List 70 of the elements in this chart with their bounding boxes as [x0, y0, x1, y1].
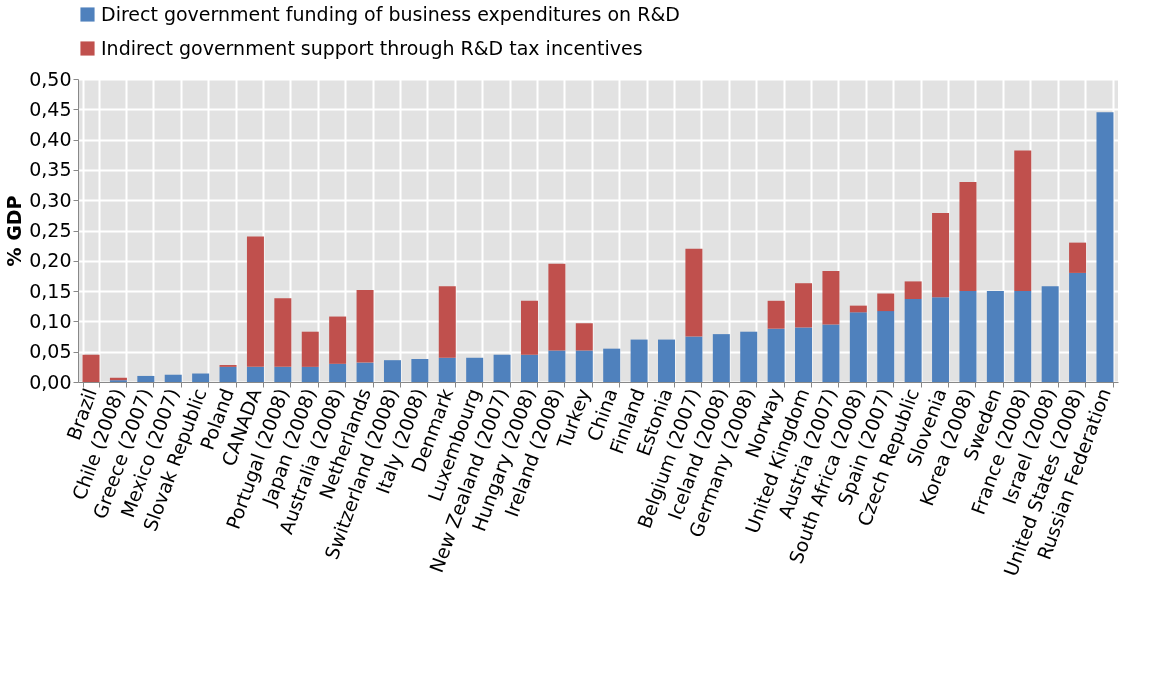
bar: [329, 363, 347, 382]
y-tick-label: 0,20: [29, 249, 72, 272]
y-tick-label: 0,30: [29, 188, 72, 211]
y-tick-label: 0,15: [29, 279, 72, 302]
bar: [246, 236, 264, 367]
bar: [904, 298, 922, 382]
bar: [877, 293, 895, 312]
bar: [438, 286, 456, 358]
bar: [849, 312, 867, 382]
bar: [1041, 286, 1059, 382]
bar: [301, 366, 319, 382]
bar: [1069, 272, 1087, 382]
bar: [959, 291, 977, 382]
bar: [411, 358, 429, 382]
bar: [1014, 150, 1032, 292]
bar: [548, 263, 566, 351]
bar: [164, 374, 182, 382]
bar: [192, 373, 210, 382]
bar: [904, 281, 922, 299]
legend-label: Indirect government support through R&D tax incentives: [101, 36, 643, 59]
bar: [932, 212, 950, 298]
bar: [383, 360, 401, 382]
bar: [575, 350, 593, 382]
bar: [795, 283, 813, 328]
legend-label: Direct government funding of business expenditures on R&D: [101, 2, 680, 25]
bar: [767, 328, 785, 382]
bar: [658, 339, 676, 382]
bar: [137, 375, 155, 382]
bar: [1069, 242, 1087, 273]
bar: [438, 357, 456, 382]
bar: [356, 289, 374, 363]
y-tick-label: 0,45: [29, 97, 72, 120]
bar: [274, 298, 292, 367]
bar: [822, 271, 840, 325]
bar: [575, 323, 593, 351]
bar: [1096, 112, 1114, 382]
bar: [329, 316, 347, 364]
bar: [959, 182, 977, 292]
bar: [274, 366, 292, 382]
bar: [356, 362, 374, 382]
bar: [301, 331, 319, 367]
bar: [849, 305, 867, 313]
bar: [712, 334, 730, 382]
bar: [795, 327, 813, 382]
bar: [740, 331, 758, 382]
y-axis-title: % GDP: [3, 195, 26, 267]
bar: [82, 354, 100, 382]
bar: [685, 336, 703, 382]
bar: [520, 300, 538, 355]
bar: [986, 291, 1004, 382]
y-tick-label: 0,50: [29, 67, 72, 90]
y-tick-label: 0,35: [29, 158, 72, 181]
bar: [466, 357, 484, 382]
bar: [630, 339, 648, 382]
bar: [493, 354, 511, 382]
y-tick-label: 0,25: [29, 219, 72, 241]
bar: [520, 354, 538, 382]
bar: [932, 297, 950, 382]
bar: [685, 248, 703, 337]
bar: [219, 366, 237, 382]
bar: [822, 324, 840, 382]
bar: [246, 366, 264, 382]
y-tick-label: 0,40: [29, 128, 72, 151]
bar: [548, 350, 566, 382]
bar: [877, 311, 895, 382]
bar: [603, 348, 621, 382]
bar: [1014, 291, 1032, 382]
y-tick-label: 0,10: [29, 309, 72, 332]
bar: [767, 300, 785, 329]
y-tick-label: 0,05: [29, 340, 72, 363]
